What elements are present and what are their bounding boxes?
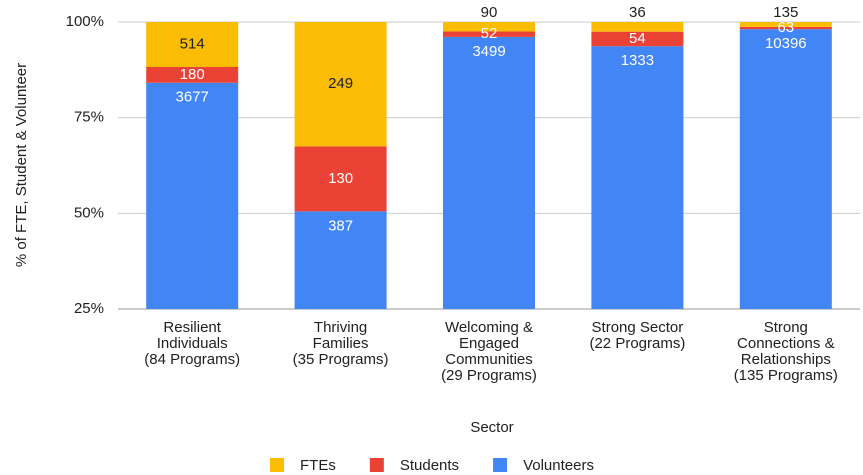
x-tick-label: Connections & bbox=[737, 335, 835, 352]
bar-segment bbox=[294, 146, 387, 212]
legend-swatch bbox=[369, 458, 384, 472]
data-label: 180 bbox=[180, 66, 205, 83]
x-tick-label: Communities bbox=[445, 351, 533, 368]
data-label: 52 bbox=[481, 25, 498, 42]
data-label: 36 bbox=[629, 4, 646, 21]
x-axis-title: Sector bbox=[470, 419, 513, 436]
legend-label: FTEs bbox=[300, 457, 336, 474]
x-tick-label: (22 Programs) bbox=[589, 335, 685, 352]
x-tick-label: Engaged bbox=[459, 335, 519, 352]
legend-label: Volunteers bbox=[523, 457, 594, 474]
data-label: 10396 bbox=[765, 35, 807, 52]
x-tick-label: (29 Programs) bbox=[441, 367, 537, 384]
x-tick-label: Families bbox=[313, 335, 369, 352]
bar-segment bbox=[739, 29, 832, 309]
data-label: 514 bbox=[180, 35, 205, 52]
data-label: 63 bbox=[777, 19, 794, 36]
x-tick-label: Strong bbox=[764, 319, 808, 336]
bar-segment bbox=[591, 31, 684, 47]
bar-segment bbox=[443, 36, 535, 309]
x-tick-label: Strong Sector bbox=[592, 319, 684, 336]
bar-segment bbox=[146, 82, 239, 309]
data-label: 1333 bbox=[621, 52, 654, 69]
y-tick-label: 100% bbox=[66, 13, 104, 30]
x-tick-label: (84 Programs) bbox=[144, 351, 240, 368]
x-tick-label: (35 Programs) bbox=[293, 351, 389, 368]
x-tick-label: Relationships bbox=[741, 351, 831, 368]
y-tick-label: 50% bbox=[74, 204, 104, 221]
x-tick-label: Thriving bbox=[314, 319, 367, 336]
data-label: 130 bbox=[328, 170, 353, 187]
bar-segment bbox=[443, 22, 535, 32]
bar-segment bbox=[739, 26, 832, 30]
plot-area bbox=[146, 22, 832, 309]
data-label: 387 bbox=[328, 217, 353, 234]
data-label: 90 bbox=[481, 4, 498, 21]
bar-segment bbox=[294, 22, 387, 147]
data-label: 54 bbox=[629, 30, 646, 47]
data-label: 135 bbox=[773, 4, 798, 21]
bar-segment bbox=[591, 22, 684, 32]
y-axis-title: % of FTE, Student & Volunteer bbox=[13, 63, 30, 267]
legend-label: Students bbox=[400, 457, 459, 474]
x-tick-label: Resilient bbox=[163, 319, 221, 336]
x-tick-label: Individuals bbox=[157, 335, 228, 352]
data-label: 3677 bbox=[176, 89, 209, 106]
bar-segment bbox=[591, 46, 684, 309]
bar-segment bbox=[146, 66, 239, 83]
legend-swatch bbox=[493, 458, 508, 472]
bar-segment bbox=[146, 22, 239, 67]
bar-segment bbox=[294, 211, 387, 309]
data-label: 3499 bbox=[472, 43, 505, 60]
bar-segment bbox=[443, 31, 535, 37]
x-tick-label: Welcoming & bbox=[445, 319, 533, 336]
data-label: 249 bbox=[328, 75, 353, 92]
y-tick-label: 75% bbox=[74, 109, 104, 126]
legend-swatch bbox=[270, 458, 284, 472]
y-tick-label: 25% bbox=[74, 300, 104, 317]
bar-segment bbox=[739, 22, 832, 27]
x-tick-label: (135 Programs) bbox=[734, 367, 838, 384]
